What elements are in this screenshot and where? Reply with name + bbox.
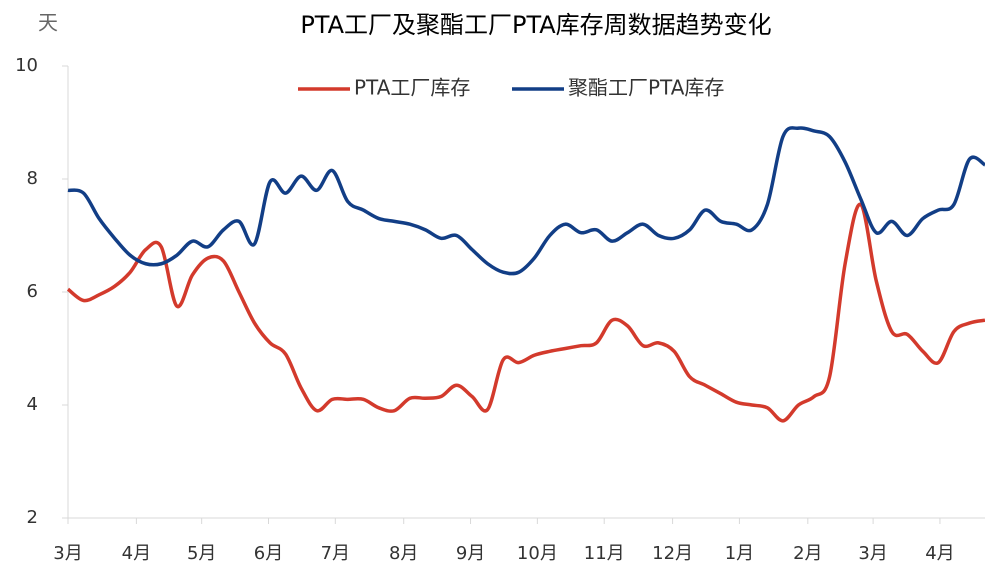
legend-label: 聚酯工厂PTA库存 <box>568 76 724 100</box>
x-tick-label: 9月 <box>456 543 485 564</box>
x-tick-label: 4月 <box>122 543 151 564</box>
y-tick-label: 2 <box>27 507 38 528</box>
x-tick-label: 11月 <box>584 543 625 564</box>
x-tick-label: 4月 <box>925 543 954 564</box>
x-tick-label: 7月 <box>321 543 350 564</box>
x-tick-label: 3月 <box>53 543 82 564</box>
x-tick-label: 1月 <box>725 543 754 564</box>
x-tick-label: 3月 <box>858 543 887 564</box>
y-tick-label: 6 <box>27 281 38 302</box>
x-tick-label: 12月 <box>652 543 693 564</box>
y-tick-label: 8 <box>27 168 38 189</box>
series-line <box>67 126 985 276</box>
y-axis-label: 天 <box>38 11 58 35</box>
chart-title: PTA工厂及聚酯工厂PTA库存周数据趋势变化 <box>300 11 771 39</box>
y-tick-label: 4 <box>27 394 38 415</box>
x-tick-label: 10月 <box>517 543 558 564</box>
x-tick-label: 2月 <box>793 543 822 564</box>
legend-label: PTA工厂库存 <box>354 76 470 100</box>
series-line <box>66 202 985 423</box>
x-tick-label: 8月 <box>389 543 418 564</box>
y-tick-label: 10 <box>15 55 38 76</box>
x-tick-label: 6月 <box>254 543 283 564</box>
x-tick-label: 5月 <box>187 543 216 564</box>
